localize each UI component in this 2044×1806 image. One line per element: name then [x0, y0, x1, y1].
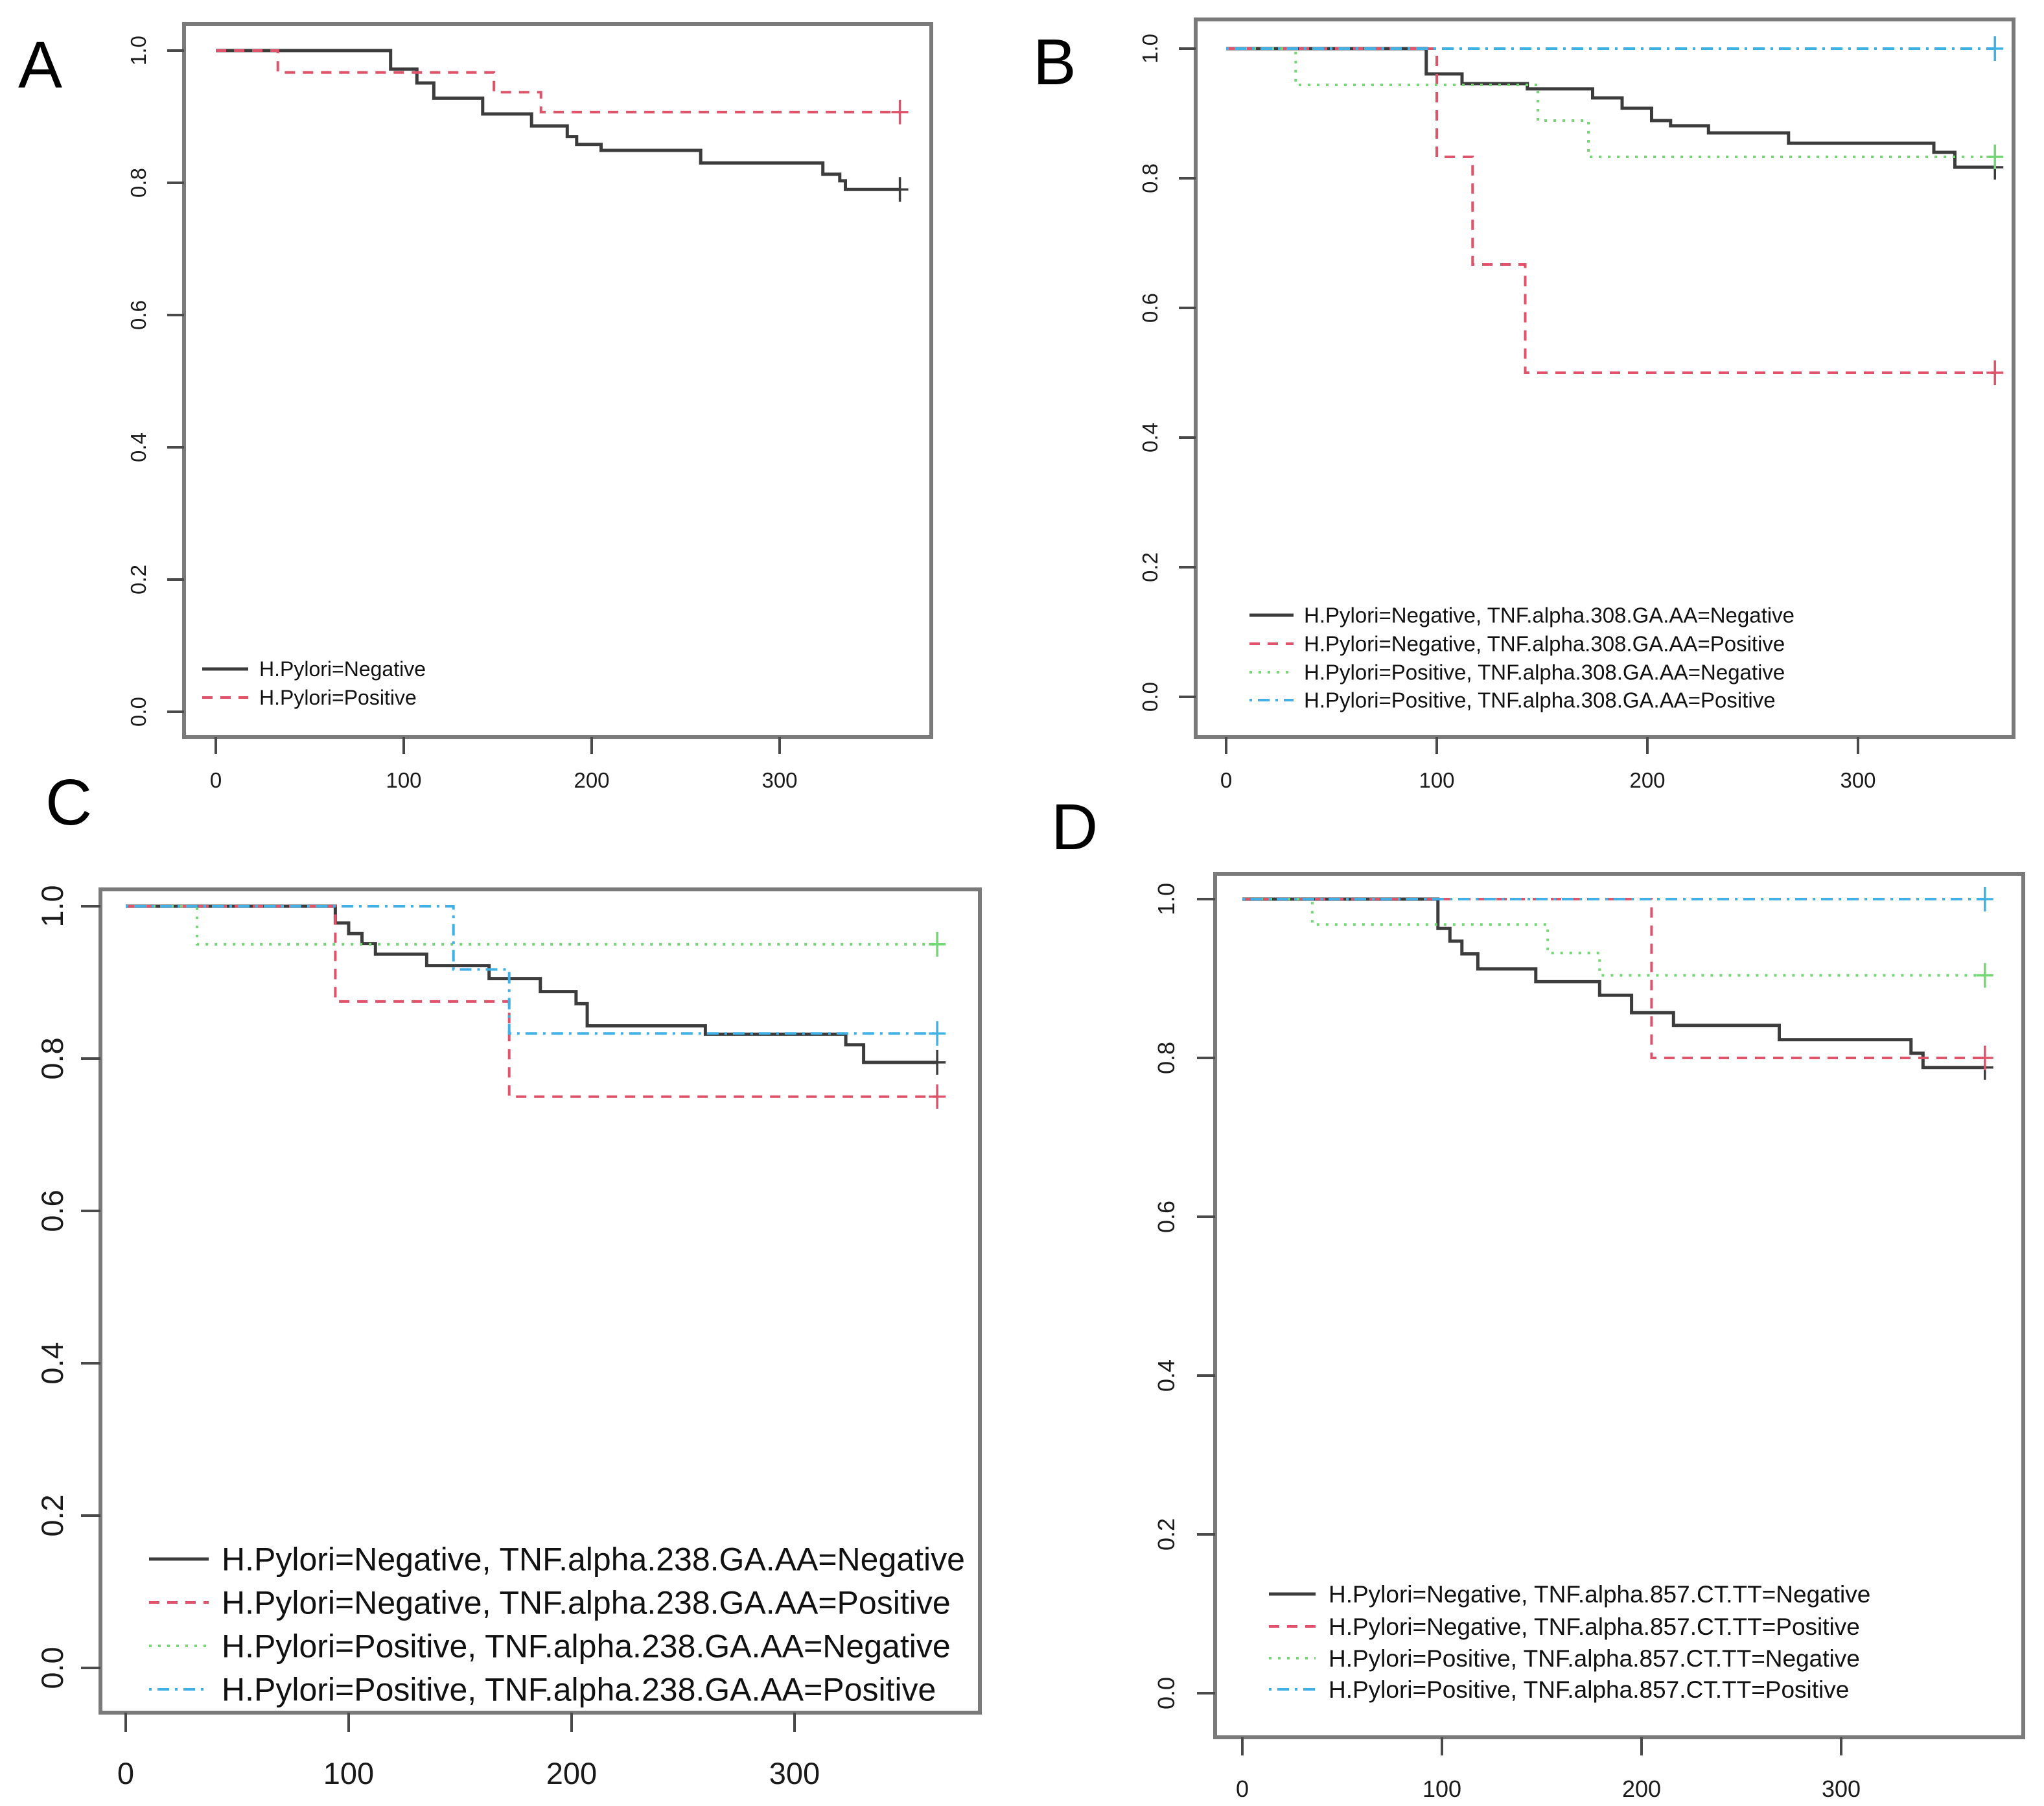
- panel-D-series-curve-0: [1242, 897, 1985, 1070]
- panel-A-series-curve-1: [216, 49, 900, 113]
- panel-B-y-tick-label: 0.6: [1138, 293, 1162, 323]
- panel-C-y-tick-label: 0.0: [35, 1647, 69, 1689]
- panel-A-series-curve-0: [216, 49, 900, 191]
- panel-B-letter: B: [1033, 26, 1076, 99]
- panel-D-x-tick-label: 300: [1822, 1776, 1861, 1802]
- panel-A-censor-plus-icon-1: [891, 99, 909, 124]
- panel-D-y-tick-label: 0.2: [1153, 1518, 1179, 1551]
- panel-D-censor-plus-icon-2: [1976, 963, 1993, 988]
- panel-C-series-curve-3: [126, 905, 938, 1035]
- panel-C-x-tick-label: 100: [323, 1756, 374, 1790]
- panel-A-x-tick-label: 100: [386, 768, 421, 792]
- panel-A-x-tick-label: 0: [210, 768, 222, 792]
- panel-B-x-tick-label: 100: [1419, 768, 1454, 792]
- legend-label-C-1: H.Pylori=Negative, TNF.alpha.238.GA.AA=P…: [222, 1585, 951, 1621]
- panel-D-y-tick-label: 0.6: [1153, 1201, 1179, 1233]
- panel-B-legend: H.Pylori=Negative, TNF.alpha.308.GA.AA=N…: [1249, 604, 1794, 712]
- legend-label-C-2: H.Pylori=Positive, TNF.alpha.238.GA.AA=N…: [222, 1628, 951, 1665]
- panel-C-censor-plus-icon-0: [929, 1050, 946, 1075]
- panel-B-series-curve-2: [1226, 47, 1995, 158]
- legend-label-B-3: H.Pylori=Positive, TNF.alpha.308.GA.AA=P…: [1304, 688, 1776, 712]
- legend-label-A-1: H.Pylori=Positive: [259, 686, 417, 709]
- panel-C: C 0 100 200 300 1.0 0.8 0.6 0.4 0.2 0.0 H.Pylori=Ne…: [35, 766, 982, 1790]
- legend-label-B-1: H.Pylori=Negative, TNF.alpha.308.GA.AA=P…: [1304, 632, 1785, 656]
- panel-B-x-tick-label: 300: [1840, 768, 1876, 792]
- panel-A-y-tick-label: 1.0: [126, 36, 150, 65]
- panel-B-y-tick-label: 0.4: [1138, 423, 1162, 452]
- panel-D-y-tick-label: 1.0: [1153, 883, 1179, 915]
- panel-D-y-tick-label: 0.4: [1153, 1359, 1179, 1392]
- panel-C-letter: C: [45, 766, 92, 839]
- panel-A-censor-plus-icon-0: [891, 177, 909, 202]
- panel-C-series-curve-2: [126, 905, 938, 946]
- legend-label-B-2: H.Pylori=Positive, TNF.alpha.308.GA.AA=N…: [1304, 661, 1785, 685]
- panel-C-x-tick-label: 0: [117, 1756, 134, 1790]
- panel-D-x-tick-label: 200: [1622, 1776, 1661, 1802]
- panel-A-x-tick-label: 300: [761, 768, 797, 792]
- panel-B-censor-plus-icon-3: [1986, 36, 2004, 61]
- panel-A-legend: H.Pylori=Negative H.Pylori=Positive: [202, 657, 426, 709]
- panel-D-x-tick-label: 0: [1236, 1776, 1249, 1802]
- panel-C-y-tick-label: 0.2: [35, 1494, 69, 1536]
- panel-C-x-tick-label: 200: [546, 1756, 597, 1790]
- panel-C-y-tick-label: 0.8: [35, 1037, 69, 1079]
- panel-C-y-tick-label: 0.6: [35, 1190, 69, 1232]
- panel-A-y-tick-label: 0.8: [126, 168, 150, 198]
- panel-A-y-tick-label: 0.0: [126, 697, 150, 727]
- panel-D: D 0 100 200 300 1.0 0.8 0.6 0.4 0.2 0.0 H.Pylori=Ne…: [1051, 791, 2025, 1802]
- panel-B-x-tick-label: 200: [1629, 768, 1665, 792]
- panel-C-plot-frame: [99, 887, 982, 1715]
- panel-C-censor-plus-icon-3: [929, 1021, 946, 1046]
- panel-D-legend: H.Pylori=Negative, TNF.alpha.857.CT.TT=N…: [1269, 1581, 1870, 1703]
- panel-D-series-curve-2: [1242, 898, 1985, 977]
- panel-C-series-curve-0: [126, 904, 938, 1064]
- panel-D-letter: D: [1051, 791, 1098, 863]
- panel-B-x-tick-label: 0: [1220, 768, 1232, 792]
- panel-B-series-curve-1: [1226, 47, 1995, 374]
- panel-A-x-tick-label: 200: [574, 768, 609, 792]
- panel-D-y-tick-label: 0.8: [1153, 1042, 1179, 1074]
- panel-A-y-tick-label: 0.2: [126, 565, 150, 594]
- panel-C-censor-plus-icon-2: [929, 932, 946, 957]
- panel-A-y-tick-label: 0.6: [126, 300, 150, 330]
- panel-C-y-tick-label: 1.0: [35, 885, 69, 927]
- legend-label-D-3: H.Pylori=Positive, TNF.alpha.857.CT.TT=P…: [1329, 1676, 1849, 1703]
- panel-B-series-curve-0: [1226, 47, 1995, 169]
- panel-B-y-tick-label: 0.2: [1138, 552, 1162, 582]
- panel-B-y-tick-label: 0.0: [1138, 682, 1162, 712]
- panel-C-series-curve-1: [126, 905, 938, 1098]
- panel-C-x-tick-label: 300: [769, 1756, 820, 1790]
- panel-B-y-tick-label: 0.8: [1138, 163, 1162, 193]
- legend-label-C-3: H.Pylori=Positive, TNF.alpha.238.GA.AA=P…: [222, 1672, 936, 1708]
- legend-label-C-0: H.Pylori=Negative, TNF.alpha.238.GA.AA=N…: [222, 1542, 965, 1578]
- panel-D-censor-plus-icon-1: [1976, 1046, 1993, 1070]
- legend-label-D-2: H.Pylori=Positive, TNF.alpha.857.CT.TT=N…: [1329, 1645, 1860, 1672]
- panel-D-y-tick-label: 0.0: [1153, 1677, 1179, 1709]
- panel-A: A 0 100 200 300 1.0 0.8 0.6 0.4 0.2 0.0 H.Pylori=Ne…: [18, 22, 933, 792]
- panel-B-plot-frame: [1194, 18, 2015, 739]
- panel-A-plot-frame: [182, 22, 933, 739]
- legend-label-A-0: H.Pylori=Negative: [259, 657, 426, 681]
- panel-B: B 0 100 200 300 1.0 0.8 0.6 0.4 0.2 0.0 H.Pylori=Ne…: [1033, 18, 2015, 792]
- legend-label-D-0: H.Pylori=Negative, TNF.alpha.857.CT.TT=N…: [1329, 1581, 1870, 1608]
- legend-label-B-0: H.Pylori=Negative, TNF.alpha.308.GA.AA=N…: [1304, 604, 1794, 627]
- legend-label-D-1: H.Pylori=Negative, TNF.alpha.857.CT.TT=P…: [1329, 1613, 1860, 1640]
- panel-C-y-tick-label: 0.4: [35, 1342, 69, 1384]
- panel-D-x-tick-label: 100: [1423, 1776, 1461, 1802]
- panel-D-series-curve-1: [1242, 898, 1985, 1059]
- panel-B-censor-plus-icon-2: [1986, 145, 2004, 169]
- panel-A-y-tick-label: 0.4: [126, 432, 150, 462]
- panel-C-legend: H.Pylori=Negative, TNF.alpha.238.GA.AA=N…: [149, 1542, 965, 1708]
- panel-C-censor-plus-icon-1: [929, 1084, 946, 1109]
- panel-B-censor-plus-icon-1: [1986, 360, 2004, 385]
- panel-D-plot-frame: [1213, 872, 2025, 1739]
- panel-A-letter: A: [18, 28, 62, 102]
- panel-D-censor-plus-icon-3: [1976, 887, 1993, 911]
- panel-B-y-tick-label: 1.0: [1138, 34, 1162, 64]
